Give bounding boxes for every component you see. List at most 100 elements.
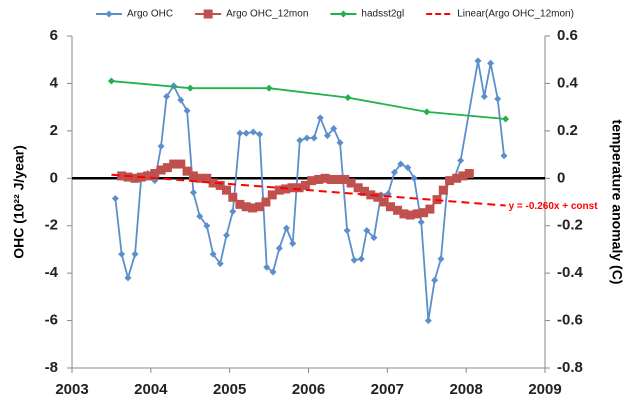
data-point	[344, 94, 352, 102]
legend-label: Argo OHC_12mon	[226, 9, 308, 20]
data-point	[130, 173, 140, 183]
data-point	[458, 171, 468, 181]
data-point	[150, 169, 160, 179]
data-point	[340, 174, 350, 184]
data-point	[393, 205, 403, 215]
data-point	[397, 160, 405, 168]
data-point	[373, 192, 383, 202]
data-point	[261, 197, 271, 207]
data-point	[117, 171, 127, 181]
y-tick-label: -2	[45, 217, 58, 234]
y2-axis-title: temperature anomaly (C)	[609, 120, 625, 285]
data-point	[107, 77, 115, 85]
data-point	[314, 174, 324, 184]
data-point	[255, 202, 265, 212]
data-point	[169, 159, 179, 169]
data-point	[157, 142, 165, 150]
data-point	[209, 250, 217, 258]
x-tick-label: 2006	[292, 381, 325, 398]
data-point	[323, 132, 331, 140]
data-point	[195, 173, 205, 183]
y-tick-label: 4	[50, 74, 59, 91]
x-tick-label: 2005	[213, 381, 246, 398]
data-point	[480, 92, 488, 100]
data-point	[235, 199, 245, 209]
data-point	[310, 134, 318, 142]
data-point	[457, 157, 465, 164]
data-point	[143, 171, 153, 181]
data-point	[404, 164, 412, 172]
y-axis-title: OHC (10²² J/year)	[11, 145, 27, 259]
data-point	[405, 210, 415, 220]
data-point	[111, 194, 119, 202]
data-point	[186, 84, 194, 92]
data-point	[196, 212, 204, 220]
y2-tick-label: -0.6	[557, 312, 583, 329]
data-point	[267, 190, 277, 200]
data-point	[423, 108, 431, 116]
data-point	[379, 197, 389, 207]
data-point	[452, 173, 462, 183]
data-point	[502, 115, 510, 123]
data-point	[203, 222, 211, 230]
y2-tick-label: 0.2	[557, 122, 578, 139]
data-point	[156, 165, 166, 175]
data-point	[289, 240, 297, 247]
data-point	[256, 130, 264, 138]
data-point	[294, 183, 304, 193]
data-point	[269, 268, 277, 276]
data-point	[215, 180, 225, 190]
data-point	[202, 173, 212, 183]
data-point	[417, 218, 425, 226]
data-point	[188, 171, 198, 181]
data-point	[300, 180, 310, 190]
data-point	[223, 231, 231, 239]
x-tick-label: 2004	[134, 381, 168, 398]
data-point	[410, 174, 418, 182]
data-point	[370, 234, 378, 242]
data-point	[390, 168, 398, 176]
data-point	[296, 136, 304, 144]
data-point	[162, 163, 172, 173]
data-point	[303, 134, 311, 142]
y-tick-label: -6	[45, 312, 58, 329]
y-tick-label: 6	[50, 27, 58, 44]
data-point	[282, 224, 290, 232]
data-point	[208, 178, 218, 188]
annotation: y = -0.260x + const	[509, 201, 599, 212]
y2-tick-label: 0.4	[557, 74, 579, 91]
data-point	[189, 189, 197, 197]
data-point	[229, 207, 237, 215]
y-tick-label: 0	[50, 169, 58, 186]
legend-marker	[339, 10, 347, 18]
data-point	[431, 276, 439, 284]
data-point	[333, 174, 343, 184]
data-point	[124, 274, 132, 282]
data-point	[216, 260, 224, 268]
data-point	[228, 192, 238, 202]
data-point	[118, 250, 126, 258]
series-line	[111, 173, 506, 207]
legend-label: Argo OHC	[127, 9, 173, 20]
data-point	[353, 183, 363, 193]
data-point	[438, 185, 448, 195]
y2-tick-label: 0.6	[557, 27, 578, 44]
data-point	[163, 92, 171, 100]
legend-marker	[203, 9, 213, 19]
data-point	[474, 57, 482, 65]
data-point	[274, 185, 284, 195]
y-tick-label: -4	[45, 264, 59, 281]
data-point	[236, 129, 244, 137]
x-tick-label: 2009	[528, 381, 561, 398]
data-point	[326, 174, 336, 184]
data-point	[445, 176, 455, 186]
data-point	[494, 95, 502, 103]
data-point	[275, 244, 283, 252]
data-point	[350, 256, 358, 264]
data-point	[265, 84, 273, 92]
y2-tick-label: 0	[557, 169, 565, 186]
legend-marker	[105, 10, 113, 18]
data-point	[249, 128, 257, 136]
y2-tick-label: -0.4	[557, 264, 584, 281]
y-tick-label: 2	[50, 122, 58, 139]
